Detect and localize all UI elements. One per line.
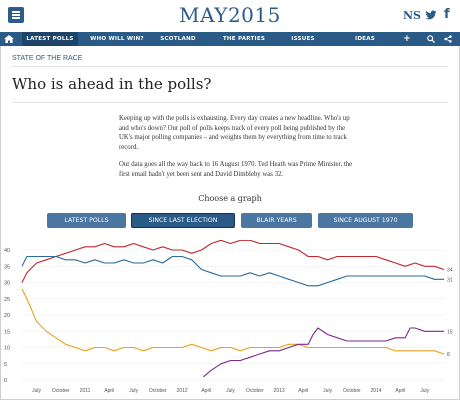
divider xyxy=(12,66,448,67)
intro-paragraph: Keeping up with the polls is exhausting.… xyxy=(119,115,350,151)
nav-latest-polls[interactable]: LATEST POLLS xyxy=(22,32,78,46)
x-tick-label: July xyxy=(323,388,332,394)
graph-button-latest-polls[interactable]: LATEST POLLS xyxy=(47,213,126,228)
series-end-label: 8 xyxy=(447,352,450,358)
nav-issues[interactable]: ISSUES xyxy=(291,36,315,42)
x-tick-label: April xyxy=(104,388,114,394)
y-tick-label: 10 xyxy=(4,346,10,352)
y-tick-label: 25 xyxy=(4,297,10,303)
divider xyxy=(12,102,448,103)
series-end-label: 34 xyxy=(447,268,453,274)
x-tick-label: July xyxy=(129,388,138,394)
y-tick-label: 40 xyxy=(4,248,10,254)
intro-text: Keeping up with the polls is exhausting.… xyxy=(119,114,357,188)
x-tick-label: July xyxy=(226,388,235,394)
intro-paragraph: Our data goes all the way back to 16 Aug… xyxy=(119,161,353,178)
choose-graph-label: Choose a graph xyxy=(198,194,262,203)
top-bar: MAY2015 NS f xyxy=(0,0,460,32)
x-tick-label: October xyxy=(343,388,361,394)
search-icon[interactable] xyxy=(427,35,435,43)
x-tick-label: 2012 xyxy=(177,388,188,394)
x-tick-label: October xyxy=(246,388,264,394)
graph-button-blair-years[interactable]: BLAIR YEARS xyxy=(241,213,312,228)
series-line xyxy=(21,288,445,355)
home-icon[interactable] xyxy=(4,35,14,43)
series-line xyxy=(21,240,445,283)
new-statesman-link[interactable]: NS xyxy=(403,9,421,22)
site-logo[interactable]: MAY2015 xyxy=(179,3,281,27)
series-line xyxy=(21,255,445,287)
y-tick-label: 15 xyxy=(4,329,10,335)
x-tick-label: 2014 xyxy=(371,388,382,394)
x-tick-label: April xyxy=(298,388,308,394)
facebook-icon[interactable]: f xyxy=(444,7,450,22)
nav-who-will-win[interactable]: WHO WILL WIN? xyxy=(90,36,144,42)
x-tick-label: July xyxy=(32,388,41,394)
nav-ideas[interactable]: IDEAS xyxy=(355,36,375,42)
x-tick-label: July xyxy=(420,388,429,394)
poll-chart[interactable]: 0 5 10 15 20 25 30 35 40 July October 2011 April July… xyxy=(0,240,460,400)
section-kicker[interactable]: STATE OF THE RACE xyxy=(12,55,83,62)
page-title: Who is ahead in the polls? xyxy=(12,75,212,93)
nav-scotland[interactable]: SCOTLAND xyxy=(160,36,196,42)
y-tick-label: 5 xyxy=(4,362,7,368)
series-line xyxy=(203,327,445,378)
graph-button-since-last-election[interactable]: SINCE LAST ELECTION xyxy=(131,213,235,228)
x-tick-label: October xyxy=(149,388,167,394)
series-end-label: 15 xyxy=(447,329,453,335)
hamburger-menu-icon[interactable] xyxy=(8,7,24,23)
nav-the-parties[interactable]: THE PARTIES xyxy=(222,36,266,42)
y-tick-label: 30 xyxy=(4,281,10,287)
x-tick-label: 2011 xyxy=(80,388,91,394)
y-tick-label: 20 xyxy=(4,313,10,319)
y-tick-label: 35 xyxy=(4,264,10,270)
y-tick-label: 0 xyxy=(4,378,7,384)
series-end-label: 31 xyxy=(447,277,453,283)
twitter-icon[interactable] xyxy=(425,9,437,21)
graph-button-since-august-1970[interactable]: SINCE AUGUST 1970 xyxy=(318,213,413,228)
share-icon[interactable] xyxy=(444,35,452,43)
x-tick-label: April xyxy=(201,388,211,394)
x-tick-label: October xyxy=(52,388,70,394)
x-tick-label: 2013 xyxy=(274,388,285,394)
x-tick-label: April xyxy=(395,388,405,394)
main-nav: LATEST POLLS WHO WILL WIN? SCOTLAND THE … xyxy=(0,32,460,46)
plus-icon[interactable]: + xyxy=(403,34,411,44)
